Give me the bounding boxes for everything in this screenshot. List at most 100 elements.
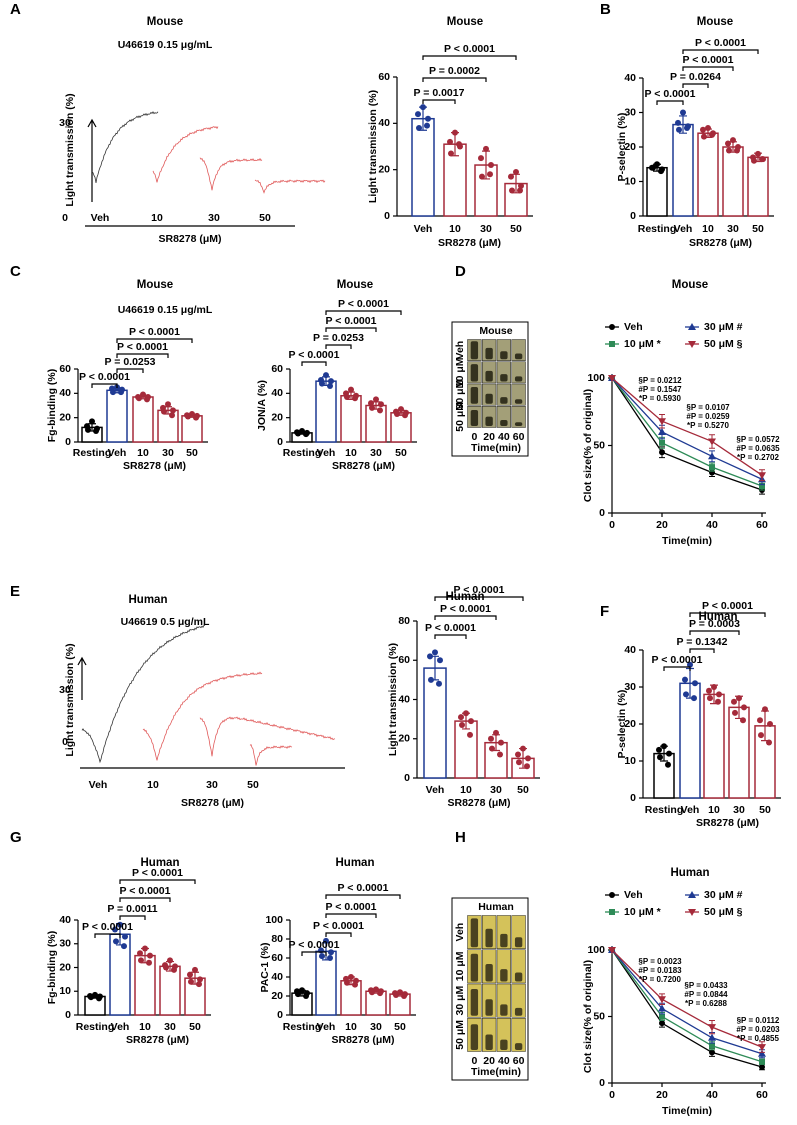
y-tick-label: 60 — [271, 363, 283, 375]
x-axis-label: SR8278 (μM) — [181, 797, 244, 809]
data-point — [656, 746, 662, 753]
marker — [759, 1064, 765, 1071]
y-tick-label: 30 — [624, 106, 636, 118]
bar — [390, 412, 412, 443]
x-tick-label: 50 — [510, 223, 522, 235]
x-tick-label: Veh — [317, 1021, 336, 1033]
y-tick-label: 50 — [593, 1010, 605, 1022]
clot — [514, 1043, 523, 1050]
y-tick-label: 20 — [624, 141, 636, 153]
y-tick-label: 0 — [404, 772, 410, 784]
p-value: P = 0.0017 — [414, 87, 465, 99]
p-value: P < 0.0001 — [82, 921, 133, 933]
y-tick-label: 40 — [378, 117, 390, 129]
bar — [697, 132, 719, 217]
panel-label: D — [455, 263, 466, 280]
clot — [500, 374, 508, 382]
x-tick-label: 10 — [151, 212, 163, 224]
x-tick-label: 60 — [756, 1089, 768, 1101]
series-line — [611, 949, 763, 1068]
trace — [254, 179, 326, 194]
error-bar — [298, 989, 306, 997]
error-bar — [729, 141, 737, 153]
photo-column-label: 0 — [471, 431, 477, 443]
x-tick-label: 30 — [208, 212, 220, 224]
chart-title: Human — [141, 857, 180, 869]
error-bar — [492, 734, 500, 752]
bar — [411, 117, 435, 217]
x-tick-label: Veh — [674, 223, 693, 235]
data-point — [448, 150, 454, 157]
clot — [500, 351, 508, 360]
y-tick-label: 40 — [271, 971, 283, 983]
bracket — [422, 77, 487, 82]
error-bar — [372, 988, 380, 994]
photo-row-label: 50 μM — [454, 1020, 466, 1050]
bracket — [689, 630, 740, 635]
photo-row-label: 50 μM — [454, 402, 466, 432]
chart-title: Mouse — [672, 279, 708, 291]
annotation: *P = 0.4855 — [737, 1034, 779, 1043]
bracket — [325, 344, 352, 349]
trace — [142, 671, 263, 761]
error-bar — [322, 376, 330, 387]
error-bar — [372, 401, 380, 410]
y-tick-label: 10 — [624, 175, 636, 187]
data-point — [447, 138, 453, 145]
p-value: P = 0.0003 — [689, 618, 740, 630]
data-point — [479, 173, 485, 180]
x-axis-label: SR8278 (μM) — [447, 797, 510, 809]
bracket — [325, 894, 401, 899]
error-bar — [431, 655, 439, 681]
data-point — [161, 408, 167, 415]
bracket — [422, 99, 456, 104]
panel-label: B — [600, 1, 611, 18]
y-tick-label: 0 — [630, 210, 636, 222]
clot — [500, 933, 508, 948]
bracket — [119, 879, 196, 884]
tube — [511, 1018, 526, 1052]
data-point — [437, 657, 443, 664]
series-line — [611, 377, 763, 476]
data-point — [89, 418, 95, 425]
trace — [249, 743, 293, 766]
data-point — [416, 124, 422, 131]
p-value: P < 0.0001 — [338, 298, 389, 310]
marker — [758, 1049, 766, 1057]
photo-row-label: Veh — [454, 341, 466, 360]
x-tick-label: Veh — [111, 1021, 130, 1033]
y-tick-label: 30 — [59, 938, 71, 950]
x-tick-label: Resting — [76, 1021, 115, 1033]
bracket — [91, 383, 118, 388]
x-tick-label: 30 — [370, 447, 382, 459]
data-point — [682, 676, 688, 683]
bar — [109, 933, 131, 1016]
data-point — [140, 391, 146, 398]
chart-title: Mouse — [697, 16, 733, 28]
bracket — [656, 100, 684, 105]
p-value: P = 0.0264 — [670, 71, 721, 83]
y-axis-label: JON/A (%) — [256, 380, 268, 431]
legend-marker — [609, 892, 615, 898]
x-tick-label: 50 — [394, 1021, 406, 1033]
x-tick-label: Veh — [89, 779, 108, 791]
bracket — [116, 353, 169, 358]
photo-column-label: 20 — [483, 1055, 495, 1067]
data-point — [415, 111, 421, 118]
data-point — [488, 162, 494, 169]
chart-title: Mouse — [147, 16, 183, 28]
trace — [81, 624, 206, 764]
bar — [679, 682, 701, 799]
marker — [708, 438, 716, 446]
marker — [759, 1058, 765, 1065]
photo-column-label: 60 — [513, 431, 525, 443]
trace — [91, 111, 159, 183]
photo-row-label: 30 μM — [454, 379, 466, 409]
x-tick-label: 30 — [164, 1021, 176, 1033]
legend-label: 10 μM * — [624, 338, 662, 350]
bracket — [325, 310, 402, 315]
error-bar — [451, 132, 459, 157]
data-point — [517, 187, 523, 194]
bar — [315, 950, 337, 1016]
panel-label: A — [10, 1, 21, 18]
